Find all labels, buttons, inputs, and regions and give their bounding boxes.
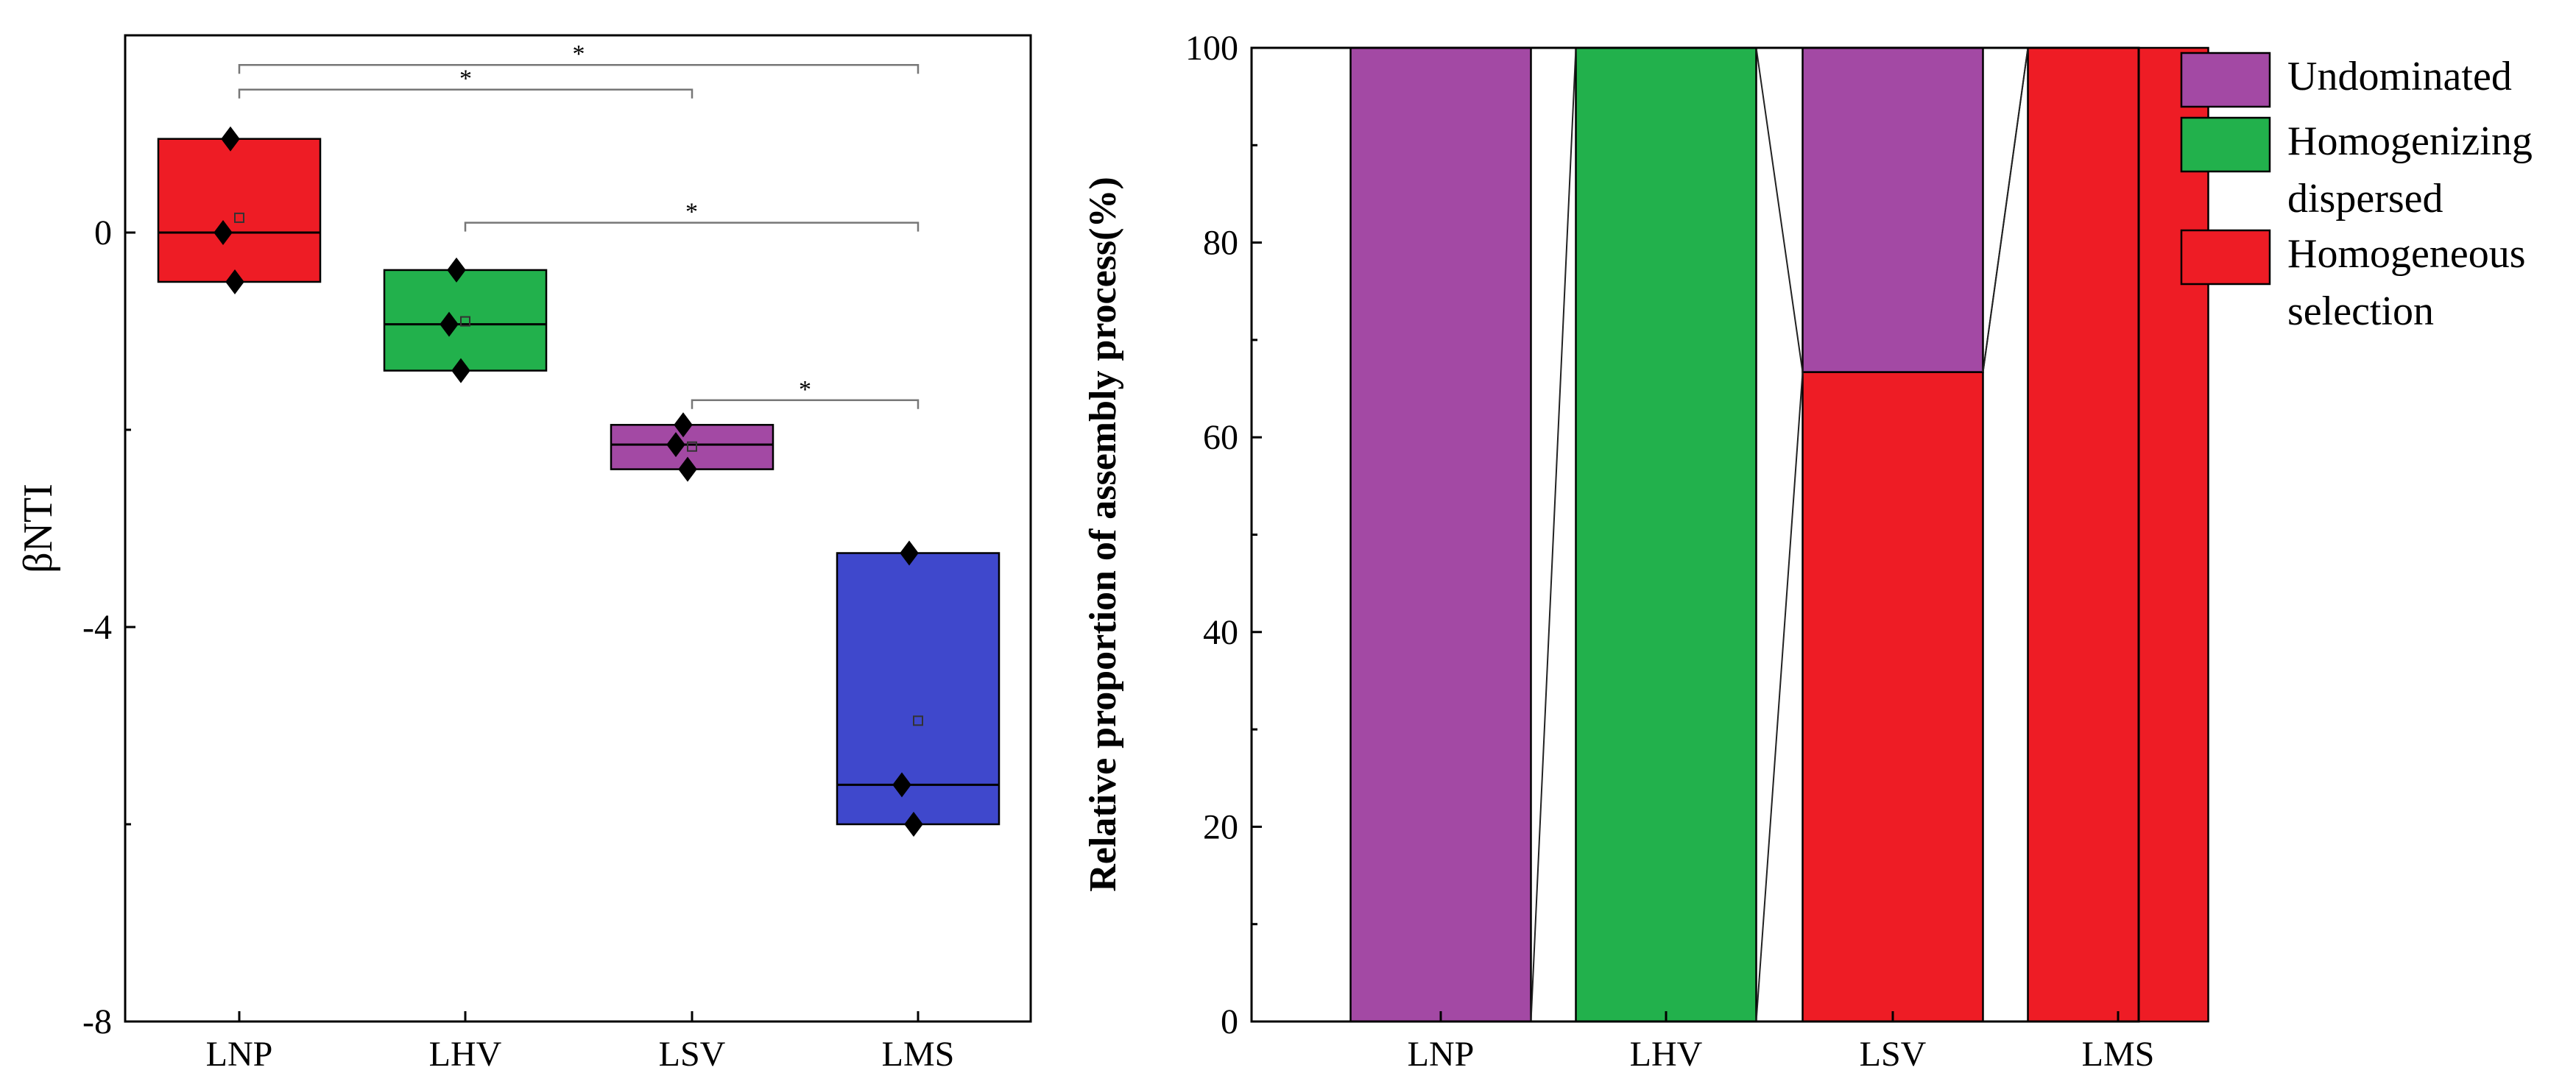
- box-body: [836, 552, 1001, 826]
- data-point: [900, 540, 919, 566]
- box-body: [383, 269, 548, 372]
- data-point: [678, 456, 697, 482]
- legend-label: selection: [2287, 288, 2434, 334]
- significance-bracket: [691, 399, 920, 409]
- significance-bracket: [238, 63, 920, 74]
- right-x-tick-label-lsv: LSV: [1860, 1035, 1927, 1074]
- connector-line: [1755, 372, 1804, 1022]
- right-y-tick-label: 80: [1203, 224, 1238, 263]
- data-point: [904, 812, 923, 837]
- bar-segment-lsv: [1802, 46, 1984, 373]
- box-lnp: [157, 126, 322, 294]
- legend-swatch: [2180, 52, 2271, 108]
- legend-label: Homogeneous: [2287, 231, 2526, 277]
- left-x-tick-label-lms: LMS: [882, 1035, 955, 1074]
- right-x-tick-label-lhv: LHV: [1630, 1035, 1703, 1074]
- box-lms: [836, 540, 1001, 837]
- data-point: [674, 412, 693, 438]
- legend-swatch: [2180, 229, 2271, 286]
- right-y-axis-title: Relative proportion of assembly process(…: [1082, 177, 1124, 892]
- significance-star: *: [459, 65, 472, 93]
- bar-segment-lms: [2027, 46, 2209, 1023]
- box-lsv: [610, 412, 774, 482]
- assembly-process-stacked-bar-chart: Relative proportion of assembly process(…: [1082, 29, 2533, 1074]
- bar-segment-lhv: [1575, 46, 1757, 1023]
- significance-bracket: [464, 222, 920, 232]
- data-point: [225, 269, 244, 294]
- connector-line: [1982, 47, 2029, 372]
- data-point: [892, 772, 911, 798]
- significance-star: *: [573, 40, 585, 68]
- legend-label: Undominated: [2287, 54, 2512, 99]
- right-y-tick-label: 60: [1203, 418, 1238, 457]
- data-point: [451, 358, 470, 383]
- significance-star: *: [685, 199, 698, 226]
- box-body: [157, 138, 322, 283]
- significance-star: *: [799, 376, 811, 403]
- right-y-tick-label: 20: [1203, 807, 1238, 846]
- right-y-tick-label: 0: [1221, 1002, 1238, 1041]
- legend: Undominated Homogenizing dispersed Homogene…: [2180, 52, 2533, 334]
- legend-label: dispersed: [2287, 176, 2443, 222]
- left-y-tick-label: 0: [94, 213, 112, 252]
- bar-segment-lsv: [1802, 371, 1984, 1023]
- data-point: [221, 126, 240, 152]
- left-plot-frame: [124, 34, 1032, 1023]
- left-x-tick-label-lsv: LSV: [659, 1035, 726, 1074]
- mean-marker: [460, 316, 470, 327]
- right-y-tick-label: 100: [1185, 29, 1238, 68]
- right-y-tick-label: 40: [1203, 613, 1238, 652]
- bar-segment-lnp: [1349, 46, 1532, 1023]
- data-point: [214, 220, 233, 245]
- left-y-axis-title: βNTI: [15, 484, 61, 573]
- data-point: [440, 311, 459, 337]
- right-x-tick-label-lms: LMS: [2082, 1035, 2155, 1074]
- left-x-tick-label-lhv: LHV: [429, 1035, 502, 1074]
- significance-bracket: [238, 88, 694, 99]
- legend-label: Homogenizing: [2287, 118, 2533, 164]
- box-lhv: [383, 257, 548, 383]
- connector-line: [1530, 47, 1577, 1022]
- left-y-tick-label: -4: [82, 608, 112, 647]
- data-point: [447, 257, 466, 283]
- beta-nti-box-plot: βNTI 0 -4 -8 LNP LHV LSV LMS * * * *: [15, 34, 1032, 1074]
- connector-line: [1755, 47, 1804, 372]
- mean-marker: [234, 212, 244, 223]
- data-point: [666, 432, 685, 458]
- box-body: [610, 424, 774, 470]
- left-y-tick-label: -8: [82, 1002, 112, 1041]
- legend-swatch: [2180, 116, 2271, 173]
- mean-marker: [687, 441, 697, 452]
- mean-marker: [913, 715, 923, 726]
- left-x-tick-label-lnp: LNP: [206, 1035, 273, 1074]
- right-x-tick-label-lnp: LNP: [1408, 1035, 1475, 1074]
